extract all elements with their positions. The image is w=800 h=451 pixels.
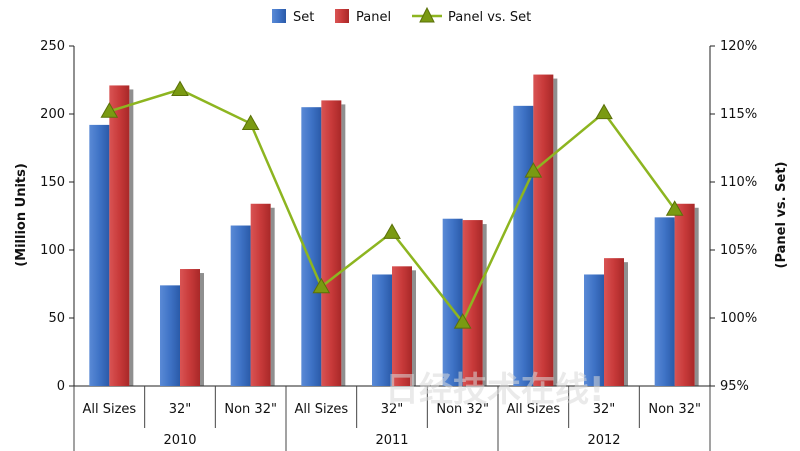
y2-tick-label: 105% (720, 243, 757, 258)
group-label: 2011 (375, 433, 408, 448)
bar-set (442, 218, 463, 386)
y2-tick-label: 100% (720, 311, 757, 326)
bar-set (654, 217, 675, 386)
bar-set (513, 105, 534, 386)
legend-swatch-set (272, 9, 286, 23)
category-label: All Sizes (506, 402, 560, 417)
legend-label-panel: Panel (356, 10, 391, 25)
y2-axis-title: (Panel vs. Set) (774, 162, 789, 269)
category-label: Non 32" (436, 402, 489, 417)
group-label: 2012 (587, 433, 620, 448)
ratio-point-marker (524, 162, 543, 178)
category-label: All Sizes (82, 402, 136, 417)
y-axis-title: (Million Units) (14, 163, 29, 267)
y2-tick-label: 115% (720, 107, 757, 122)
bar-panel-shadow (624, 262, 628, 386)
bar-panel-shadow (341, 104, 346, 387)
bar-panel (321, 100, 342, 387)
y-tick-label: 0 (57, 379, 65, 394)
legend-marker-ratio (419, 6, 435, 23)
ratio-point-marker (312, 277, 331, 294)
ratio-point-marker (595, 103, 613, 120)
bar-panel (604, 258, 624, 386)
bar-set (89, 124, 110, 386)
y2-tick-label: 120% (720, 39, 757, 54)
y2-tick-label: 95% (720, 379, 749, 394)
ratio-point-marker (665, 200, 684, 216)
watermark: 日经技术在线! (385, 370, 605, 410)
bar-panel (180, 269, 200, 386)
ratio-point-marker (171, 80, 189, 97)
ratio-point-marker (100, 102, 119, 118)
bar-panel (250, 203, 271, 386)
bar-panel-shadow (482, 224, 487, 386)
bar-panel-shadow (270, 207, 275, 386)
bar-set (372, 274, 392, 386)
category-label: 32" (381, 402, 404, 417)
legend-label-set: Set (293, 10, 314, 25)
category-label: 32" (169, 402, 192, 417)
bar-panel-shadow (129, 89, 134, 386)
bar-panel (674, 203, 695, 386)
category-label: Non 32" (224, 402, 277, 417)
bar-panel-shadow (200, 273, 204, 386)
bar-panel (109, 85, 130, 386)
bar-panel (392, 266, 412, 386)
legend-swatch-panel (335, 9, 349, 23)
bar-panel-shadow (553, 78, 558, 386)
bar-panel-shadow (412, 270, 416, 386)
category-label: 32" (593, 402, 616, 417)
y2-tick-label: 110% (720, 175, 757, 190)
y-tick-label: 150 (40, 175, 65, 190)
bar-panel (533, 74, 554, 386)
y-tick-label: 200 (40, 107, 65, 122)
ratio-point-marker (241, 114, 260, 131)
legend: Set Panel Panel vs. Set (272, 6, 531, 25)
bar-set (301, 107, 322, 386)
bar-panel-shadow (694, 207, 699, 386)
y-tick-label: 250 (40, 39, 65, 54)
bar-set (230, 225, 251, 386)
bar-set (160, 285, 180, 386)
bar-set (584, 274, 604, 386)
ratio-line (100, 80, 684, 329)
y-tick-label: 50 (48, 311, 65, 326)
legend-label-ratio: Panel vs. Set (448, 10, 531, 25)
ratio-point-marker (383, 223, 401, 239)
ratio-point-marker (453, 313, 472, 329)
y-tick-label: 100 (40, 243, 65, 258)
category-label: All Sizes (294, 402, 348, 417)
category-label: Non 32" (648, 402, 701, 417)
group-label: 2010 (163, 433, 196, 448)
